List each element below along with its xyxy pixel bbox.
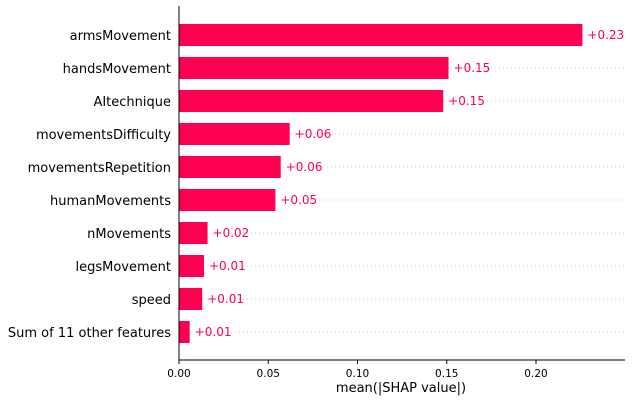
feature-label-0: armsMovement xyxy=(70,29,171,44)
bar-7 xyxy=(179,255,204,277)
bar-4 xyxy=(179,156,281,178)
feature-label-7: legsMovement xyxy=(76,260,172,275)
value-label-4: +0.06 xyxy=(286,160,323,174)
bar-9 xyxy=(179,321,190,343)
feature-label-4: movementsRepetition xyxy=(28,161,171,176)
value-label-8: +0.01 xyxy=(207,292,244,306)
value-label-2: +0.15 xyxy=(448,94,485,108)
x-axis-title: mean(|SHAP value|) xyxy=(336,381,466,396)
feature-label-9: Sum of 11 other features xyxy=(8,326,171,341)
x-tick-label-2: 0.10 xyxy=(346,368,369,380)
feature-label-5: humanMovements xyxy=(50,194,171,209)
value-labels: +0.23 +0.15 +0.15 +0.06 +0.06 +0.05 +0.02 +0.01… xyxy=(195,28,624,339)
grid-lines xyxy=(179,34,625,333)
bar-2 xyxy=(179,90,444,112)
value-label-1: +0.15 xyxy=(454,61,491,75)
value-label-5: +0.05 xyxy=(280,193,317,207)
feature-label-3: movementsDifficulty xyxy=(36,128,171,143)
bar-3 xyxy=(179,123,290,145)
feature-label-1: handsMovement xyxy=(63,62,171,77)
bar-6 xyxy=(179,222,208,244)
x-tick-label-3: 0.15 xyxy=(435,368,458,380)
value-label-0: +0.23 xyxy=(587,28,624,42)
value-label-7: +0.01 xyxy=(209,259,246,273)
value-label-3: +0.06 xyxy=(295,127,332,141)
x-tick-label-0: 0.00 xyxy=(167,368,190,380)
x-ticks: 0.00 0.05 0.10 0.15 0.20 xyxy=(167,360,548,380)
feature-label-2: AItechnique xyxy=(93,95,171,110)
value-label-9: +0.01 xyxy=(195,325,232,339)
bar-5 xyxy=(179,189,276,211)
feature-labels: armsMovement handsMovement AItechnique move… xyxy=(8,29,171,341)
x-tick-label-1: 0.05 xyxy=(257,368,280,380)
feature-label-6: nMovements xyxy=(87,227,171,242)
bar-1 xyxy=(179,57,449,79)
feature-label-8: speed xyxy=(132,293,171,308)
value-label-6: +0.02 xyxy=(213,226,250,240)
x-tick-label-4: 0.20 xyxy=(524,368,547,380)
axes xyxy=(178,6,625,361)
bar-0 xyxy=(179,24,583,46)
bar-8 xyxy=(179,288,203,310)
bars xyxy=(179,24,583,343)
